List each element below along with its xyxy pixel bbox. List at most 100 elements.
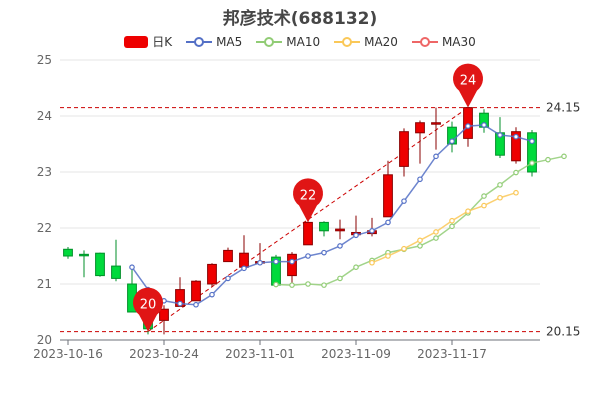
candle-body [527, 132, 537, 173]
candle-body [191, 280, 201, 302]
legend-item-ma10[interactable]: MA10 [256, 35, 320, 49]
legend-label-ma30: MA30 [441, 34, 476, 49]
series-point-ma20 [433, 229, 439, 235]
series-point-ma5 [385, 219, 391, 226]
series-point-ma10 [561, 153, 567, 160]
legend-item-ma5[interactable]: MA5 [186, 35, 242, 49]
legend-swatch-ma20 [334, 36, 361, 48]
marker-pin-min [133, 287, 163, 332]
series-point-ma5 [481, 122, 487, 128]
series-point-ma10 [305, 281, 311, 287]
series-point-ma5 [417, 176, 423, 183]
series-point-ma5 [401, 198, 407, 204]
series-point-ma5 [465, 123, 471, 129]
x-tick-label: 2023-11-17 [417, 347, 487, 361]
candle-body [447, 126, 457, 145]
candle-body [79, 253, 89, 257]
marker-pin-mid [293, 178, 324, 223]
y-tick-label: 23 [37, 165, 52, 179]
series-point-ma5 [241, 265, 247, 272]
series-point-ma10 [433, 235, 439, 241]
candle-body [431, 122, 441, 125]
candle-body [223, 249, 233, 263]
series-point-ma10 [481, 193, 487, 199]
legend-label-ma5: MA5 [216, 34, 243, 49]
trend-line [147, 107, 469, 333]
candle-body [303, 221, 313, 246]
legend-swatch-k [124, 35, 149, 48]
legend-swatch-ma10 [256, 36, 283, 48]
y-tick-label: 21 [37, 277, 52, 291]
reference-line-label: 20.15 [546, 325, 580, 339]
legend-label-ma10: MA10 [286, 34, 321, 49]
series-point-ma10 [449, 223, 455, 230]
series-point-ma20 [465, 208, 471, 215]
marker-label-mid: 22 [300, 188, 317, 203]
series-point-ma5 [193, 301, 199, 308]
candle-body [63, 248, 73, 257]
legend-swatch-ma5 [186, 36, 213, 48]
series-point-ma20 [401, 245, 407, 252]
candle-body [335, 228, 345, 232]
legend-label-ma20: MA20 [364, 34, 398, 49]
marker-label-min: 20 [140, 298, 157, 313]
x-tick-label: 2023-11-01 [225, 347, 295, 361]
series-point-ma10 [545, 156, 551, 163]
series-point-ma20 [417, 237, 423, 244]
marker-label-max: 24 [460, 74, 477, 89]
series-point-ma20 [481, 202, 487, 209]
series-point-ma20 [497, 194, 503, 201]
candle-body [207, 263, 217, 285]
y-tick-label: 20 [37, 333, 52, 347]
y-tick-label: 22 [37, 221, 52, 235]
candle-body [415, 122, 425, 134]
chart-title: 邦彦技术(688132) [222, 9, 378, 29]
series-point-ma10 [529, 160, 535, 166]
x-tick-label: 2023-10-16 [33, 347, 103, 361]
candle-body [511, 131, 521, 162]
series-point-ma5 [273, 258, 279, 265]
candle-body [159, 308, 169, 321]
candle-body [95, 252, 105, 277]
legend-label-k: 日K [152, 35, 173, 49]
series-point-ma5 [529, 138, 535, 145]
series-point-ma5 [497, 132, 503, 138]
series-point-ma5 [369, 228, 375, 234]
candle-body [239, 252, 249, 268]
legend: 日K MA5 MA10 MA20 MA30 [0, 33, 600, 50]
series-point-ma5 [337, 243, 343, 249]
series-point-ma10 [337, 275, 343, 282]
series-point-ma5 [353, 232, 359, 239]
series-point-ma10 [273, 281, 279, 288]
series-point-ma5 [433, 153, 439, 160]
candle-body [399, 131, 409, 167]
candle-body [319, 221, 329, 232]
series-point-ma10 [289, 282, 295, 288]
candle-body [463, 107, 473, 139]
series-point-ma5 [289, 258, 295, 265]
x-tick-label: 2023-10-24 [129, 347, 199, 361]
series-point-ma10 [513, 169, 519, 176]
reference-line-label: 24.15 [546, 101, 580, 115]
series-point-ma5 [305, 253, 311, 259]
series-point-ma10 [417, 243, 423, 249]
candle-body [287, 253, 297, 277]
series-point-ma5 [209, 291, 215, 298]
series-point-ma20 [449, 217, 455, 224]
series-point-ma5 [129, 264, 135, 271]
legend-item-ma20[interactable]: MA20 [334, 35, 398, 49]
legend-item-ma30[interactable]: MA30 [411, 34, 476, 49]
series-point-ma10 [353, 264, 359, 271]
series-point-ma5 [225, 275, 231, 282]
marker-pin-max [452, 63, 484, 108]
candle-body [111, 265, 121, 279]
legend-item-k[interactable]: 日K [124, 33, 172, 50]
series-point-ma10 [497, 182, 503, 188]
series-point-ma5 [257, 259, 263, 266]
series-line-ma5 [131, 124, 533, 306]
candle-body [383, 174, 393, 218]
series-point-ma20 [369, 259, 375, 266]
series-point-ma5 [513, 133, 519, 140]
series-point-ma5 [177, 300, 183, 307]
